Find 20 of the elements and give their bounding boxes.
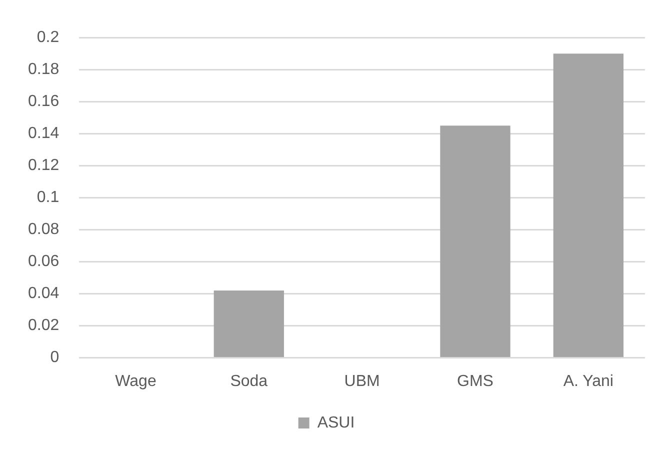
y-tick-label: 0.08 xyxy=(28,221,60,238)
bar xyxy=(553,54,624,358)
x-tick-label: Soda xyxy=(230,372,268,390)
legend-label: ASUI xyxy=(317,414,355,432)
y-tick-label: 0.06 xyxy=(28,253,60,270)
bar xyxy=(214,290,284,358)
y-tick-label: 0.16 xyxy=(28,93,60,110)
y-tick-label: 0.04 xyxy=(28,285,60,302)
bar xyxy=(440,126,510,358)
y-tick-label: 0.02 xyxy=(28,317,60,334)
y-tick-label: 0.12 xyxy=(28,157,60,174)
x-tick-label: Wage xyxy=(115,372,156,390)
x-tick-label: A. Yani xyxy=(563,372,614,390)
x-tick-label: UBM xyxy=(344,372,380,390)
y-tick-label: 0.1 xyxy=(36,189,60,206)
x-tick-label: GMS xyxy=(457,372,494,390)
y-tick-label: 0.14 xyxy=(28,125,60,142)
y-tick-label: 0.2 xyxy=(36,29,60,46)
y-tick-label: 0 xyxy=(50,349,60,366)
y-tick-label: 0.18 xyxy=(28,61,60,78)
